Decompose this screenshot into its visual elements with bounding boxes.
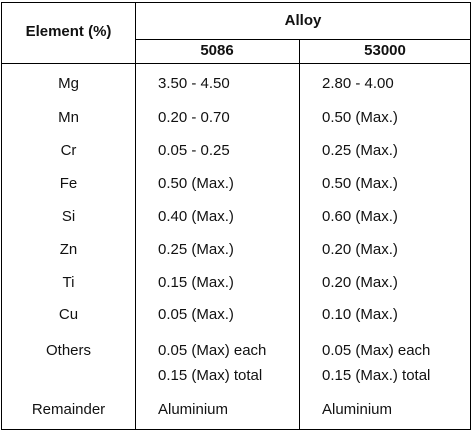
row-element-label: Zn xyxy=(59,241,78,258)
row-element-label: Cu xyxy=(58,306,79,323)
row-53000-value: 0.60 (Max.) xyxy=(322,208,398,225)
column-divider-element xyxy=(135,3,136,429)
row-53000-value: 0.50 (Max.) xyxy=(322,109,398,126)
alloy-group-header: Alloy xyxy=(284,12,322,29)
row-53000-value: 0.25 (Max.) xyxy=(322,142,398,159)
row-element-label: Fe xyxy=(59,175,78,192)
row-5086-value: 0.20 - 0.70 xyxy=(158,109,230,126)
row-5086-value: 0.50 (Max.) xyxy=(158,175,234,192)
others-5086-each: 0.05 (Max) each xyxy=(158,342,267,359)
row-element-label: Mn xyxy=(58,109,79,126)
header-divider xyxy=(2,63,470,64)
row-5086-value: 0.05 - 0.25 xyxy=(158,142,230,159)
row-53000-value: 0.20 (Max.) xyxy=(322,274,398,291)
row-element-label: Si xyxy=(61,208,76,225)
row-5086-value: 0.15 (Max.) xyxy=(158,274,234,291)
row-5086-value: 0.05 (Max.) xyxy=(158,306,234,323)
others-53000-each: 0.05 (Max) each xyxy=(322,342,431,359)
row-5086-value: 3.50 - 4.50 xyxy=(158,75,230,92)
row-53000-value: 0.50 (Max.) xyxy=(322,175,398,192)
alloy-composition-table: Element (%) Alloy 5086 53000 Mg 3.50 - 4… xyxy=(1,2,471,430)
alloy-subheader-divider xyxy=(135,39,470,40)
row-element-label: Cr xyxy=(60,142,77,159)
others-5086-total: 0.15 (Max) total xyxy=(158,367,263,384)
row-53000-value: 2.80 - 4.00 xyxy=(322,75,394,92)
remainder-5086-value: Aluminium xyxy=(158,401,229,418)
row-5086-value: 0.25 (Max.) xyxy=(158,241,234,258)
others-element-label: Others xyxy=(45,342,91,359)
remainder-53000-value: Aluminium xyxy=(322,401,393,418)
row-5086-value: 0.40 (Max.) xyxy=(158,208,234,225)
alloy-53000-header: 53000 xyxy=(364,42,406,59)
element-column-header: Element (%) xyxy=(25,23,112,40)
alloy-5086-header: 5086 xyxy=(200,42,234,59)
row-element-label: Mg xyxy=(58,75,79,92)
row-53000-value: 0.20 (Max.) xyxy=(322,241,398,258)
others-53000-total: 0.15 (Max.) total xyxy=(322,367,431,384)
column-divider-alloys xyxy=(299,39,300,429)
row-53000-value: 0.10 (Max.) xyxy=(322,306,398,323)
row-element-label: Ti xyxy=(62,274,75,291)
remainder-element-label: Remainder xyxy=(31,401,106,418)
